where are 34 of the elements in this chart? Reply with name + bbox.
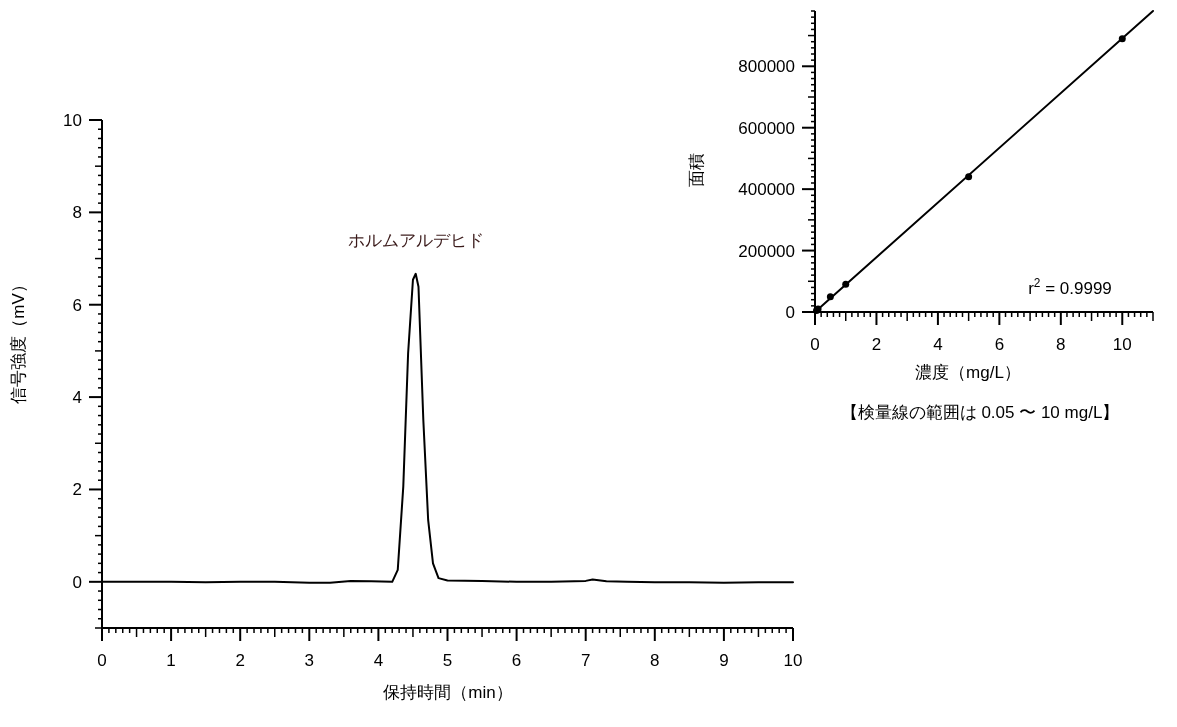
x-tick-label: 9 [719,651,729,670]
y-axis-title: 面積 [687,153,706,187]
y-tick-label: 200000 [738,241,795,261]
y-tick-label: 6 [72,295,82,315]
x-tick-label: 7 [580,651,591,670]
y-tick-label: 2 [72,480,82,500]
y-tick-label: 400000 [738,180,795,200]
annotation: r$^{2}$ = 0.9999 [1028,276,1112,298]
y-axis-title: 信号強度（mV） [9,276,28,404]
x-tick-label: 5 [442,651,453,670]
y-tick-label: 10 [63,111,82,130]
x-tick-label: 2 [871,335,882,354]
x-tick-label: 8 [1056,335,1066,354]
y-tick-label: 0 [72,572,82,592]
text: 【検量線の範囲は 0.05 〜 10 mg/L】 [840,403,1120,422]
y-tick-label: 800000 [738,57,795,77]
x-tick-label: 0 [810,335,820,354]
x-axis-title: 保持時間（min） [383,683,513,702]
x-tick-label: 8 [650,651,660,670]
y-tick-label: 0 [785,303,795,322]
y-tick-label: 600000 [738,118,795,138]
x-tick-label: 4 [933,335,943,354]
x-tick-label: 1 [166,651,176,670]
annotation: ホルムアルデヒド [347,230,484,250]
x-tick-label: 0 [97,651,107,670]
x-tick-label: 6 [511,651,522,670]
y-tick-label: 4 [72,388,82,408]
x-tick-label: 2 [235,651,245,670]
y-tick-label: 8 [72,203,82,223]
x-tick-label: 10 [1112,335,1132,354]
x-tick-label: 6 [994,335,1005,354]
x-tick-label: 4 [373,651,384,670]
x-tick-label: 3 [304,651,315,670]
x-axis-title: 濃度（mg/L） [915,363,1021,382]
